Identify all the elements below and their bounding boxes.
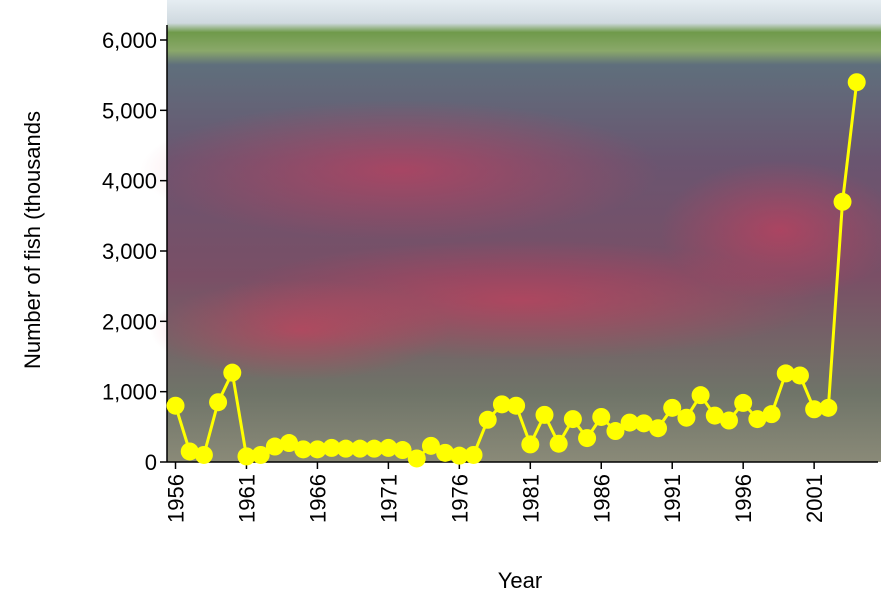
x-tick-label: 2001	[802, 474, 827, 523]
data-point	[606, 422, 625, 441]
data-point	[194, 445, 213, 464]
data-point	[592, 407, 611, 426]
data-point	[280, 434, 299, 453]
data-point	[634, 414, 653, 433]
data-point	[677, 408, 696, 427]
data-point	[833, 192, 852, 211]
data-point	[734, 393, 753, 412]
x-tick-label: 1971	[376, 474, 401, 523]
data-point	[507, 396, 526, 415]
data-point	[351, 439, 370, 458]
data-point	[336, 439, 355, 458]
data-point	[535, 405, 554, 424]
x-tick-label: 1961	[234, 474, 259, 523]
data-point	[691, 386, 710, 405]
data-point	[251, 445, 270, 464]
x-tick-label: 1996	[731, 474, 756, 523]
data-point	[776, 364, 795, 383]
data-point	[464, 445, 483, 464]
data-point	[180, 442, 199, 461]
y-tick-label: 4,000	[102, 169, 157, 194]
data-point	[322, 438, 341, 457]
data-point	[578, 429, 597, 448]
data-point	[762, 405, 781, 424]
data-point	[748, 410, 767, 429]
data-point	[223, 363, 242, 382]
data-point	[620, 413, 639, 432]
data-point	[492, 395, 511, 414]
data-point	[265, 437, 284, 456]
data-point	[166, 396, 185, 415]
background-photo	[140, 0, 881, 462]
data-point	[393, 441, 412, 460]
x-tick-label: 1976	[447, 474, 472, 523]
y-axis-label: Number of fish (thousands	[20, 111, 45, 369]
data-point	[209, 393, 228, 412]
y-tick-label: 5,000	[102, 98, 157, 123]
data-point	[450, 446, 469, 465]
data-point	[308, 440, 327, 459]
data-point	[563, 410, 582, 429]
y-tick-label: 3,000	[102, 239, 157, 264]
data-point	[379, 438, 398, 457]
data-point	[237, 447, 256, 466]
x-axis-label: Year	[498, 568, 542, 593]
data-point	[407, 449, 426, 468]
y-tick-label: 1,000	[102, 380, 157, 405]
data-point	[790, 366, 809, 385]
x-tick-label: 1956	[164, 474, 189, 523]
data-point	[819, 398, 838, 417]
data-point	[649, 419, 668, 438]
data-point	[421, 436, 440, 455]
y-tick-label: 2,000	[102, 309, 157, 334]
x-tick-label: 1986	[589, 474, 614, 523]
data-point	[436, 443, 455, 462]
data-point	[663, 398, 682, 417]
data-point	[478, 410, 497, 429]
data-point	[719, 411, 738, 430]
x-tick-label: 1966	[305, 474, 330, 523]
x-tick-label: 1991	[660, 474, 685, 523]
x-tick-label: 1981	[518, 474, 543, 523]
data-point	[365, 439, 384, 458]
data-point	[847, 73, 866, 92]
data-point	[549, 434, 568, 453]
y-tick-label: 0	[145, 450, 157, 475]
data-point	[294, 440, 313, 459]
data-point	[805, 400, 824, 419]
data-point	[705, 406, 724, 425]
y-tick-label: 6,000	[102, 28, 157, 53]
data-point	[521, 435, 540, 454]
